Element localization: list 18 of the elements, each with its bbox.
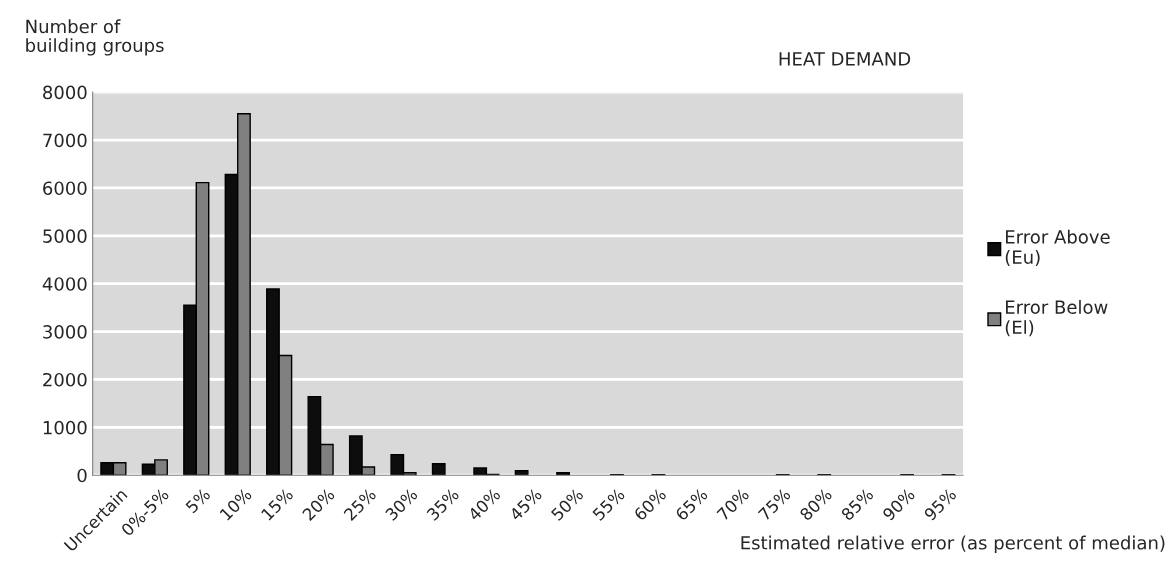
y-tick-label: 0 [77,468,87,483]
x-axis-title: Estimated relative error (as percent of median) [741,535,1165,554]
y-axis-title: Number of building groups [26,19,164,56]
y-tick-label: 5000 [43,229,87,243]
x-tick-label: 5% [184,487,211,514]
y-tick-label: 1000 [43,420,87,435]
legend-label: Error Below (El) [1005,299,1108,337]
y-tick-label: 7000 [43,133,87,148]
y-tick-label: 6000 [43,181,87,196]
chart-title: HEAT DEMAND [779,52,911,66]
bar [514,469,529,476]
y-tick-label: 2000 [43,372,87,387]
bar [431,463,446,476]
bar [556,472,570,476]
y-tick-label: 3000 [43,325,87,339]
y-tick-label: 4000 [42,277,87,291]
y-tick-label: 8000 [43,85,87,100]
legend-label: Error Above (Eu) [1005,229,1110,267]
